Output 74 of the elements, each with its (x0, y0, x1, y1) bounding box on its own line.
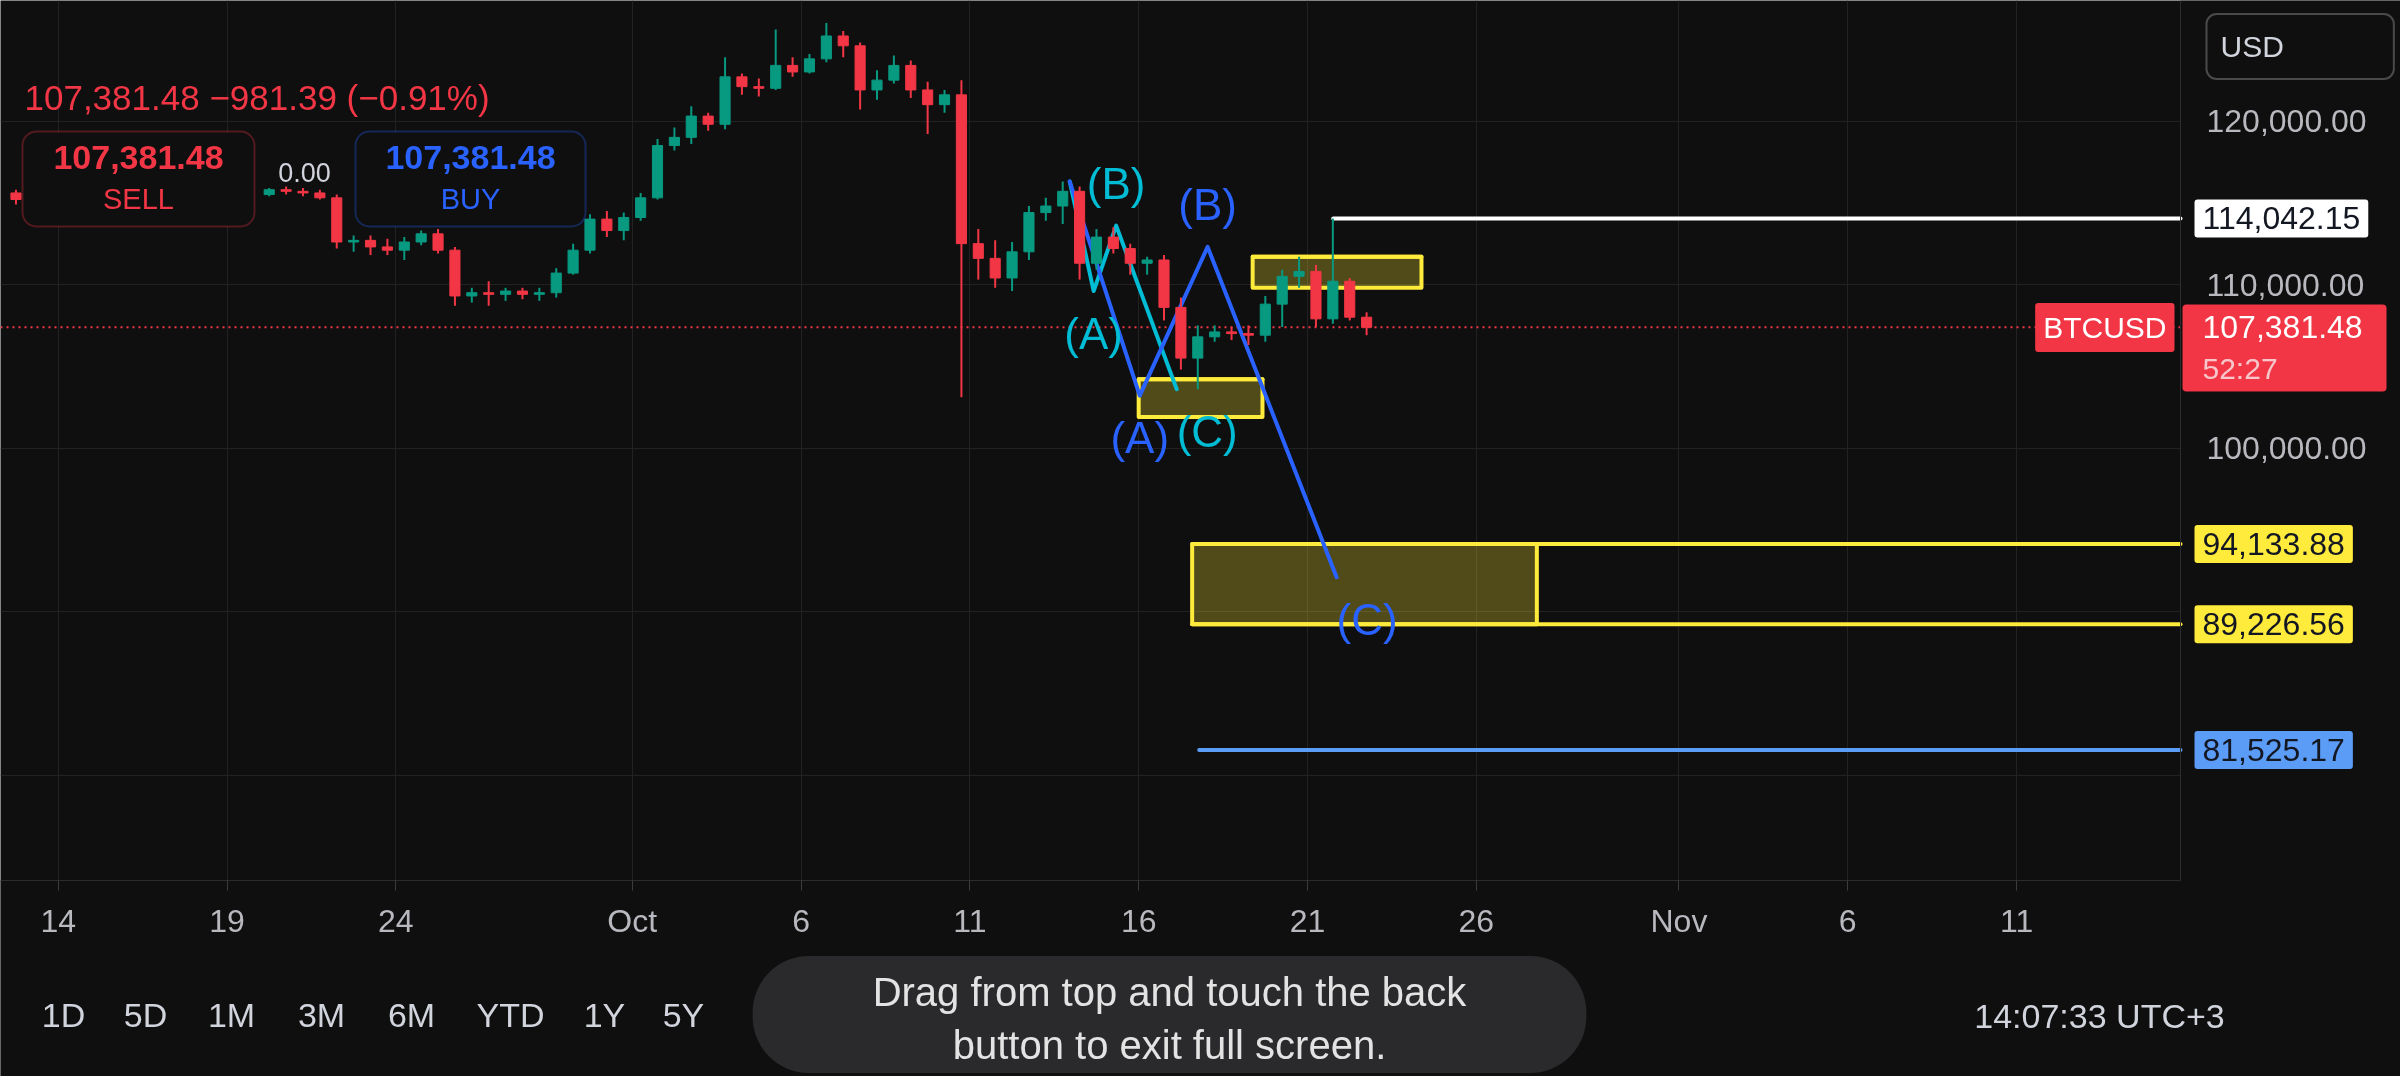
candlestick (972, 227, 984, 281)
text: 5Y (662, 995, 705, 1034)
candlestick (837, 30, 849, 59)
x-tick-label: 11 (953, 902, 987, 939)
annotation: 0.00 (278, 158, 331, 188)
candlestick (888, 54, 900, 85)
annotation: 107,381.48 (385, 138, 556, 176)
candlestick (550, 267, 562, 299)
annotation: BTCUSD (2043, 311, 2167, 344)
y-tick-label: 100,000.00 (2206, 430, 2367, 467)
x-tick-label: 19 (209, 902, 245, 939)
candlestick (685, 105, 697, 145)
x-tick-label: 16 (1120, 902, 1157, 939)
text: USD (2220, 30, 2284, 63)
candlestick (618, 211, 630, 242)
text: YTD (476, 995, 545, 1034)
annotation: SELL (103, 182, 174, 215)
candlestick (770, 28, 782, 91)
ref-line-label: 107,381.48 (2202, 309, 2363, 346)
data-label: (B) (1178, 180, 1237, 230)
candlestick (1124, 242, 1136, 276)
text: 5D (123, 995, 168, 1034)
x-tick-label: 21 (1289, 902, 1326, 939)
candlestick (1107, 226, 1119, 255)
data-label: (B) (1086, 159, 1146, 209)
candlestick (989, 239, 1001, 289)
text: Drag from top and touch the back button to exit full screen. (872, 970, 1468, 1067)
x-tick-label: 6 (1838, 902, 1857, 939)
candlestick (922, 80, 934, 136)
text: 1M (207, 995, 256, 1034)
candlestick (398, 236, 410, 261)
candlestick (736, 72, 748, 96)
x-tick-label: 24 (378, 902, 414, 939)
text: 52:27 (2202, 352, 2278, 385)
text: 14:07:33 UTC+3 (1974, 996, 2225, 1035)
candlestick (432, 227, 444, 255)
candlestick (1293, 255, 1305, 289)
candlestick (938, 88, 951, 114)
candlestick (364, 234, 377, 257)
candlestick (1040, 196, 1052, 222)
text: 107,381.48 −981.39 (−0.91%) (24, 78, 490, 117)
data-label: (C) (1176, 406, 1238, 456)
data-label: (A) (1110, 413, 1170, 463)
x-tick-label: 26 (1458, 902, 1495, 939)
x-tick-label: 6 (792, 902, 810, 939)
x-tick-label: Oct (607, 902, 658, 939)
candlestick (803, 52, 816, 75)
candlestick (567, 242, 579, 276)
candlestick (1192, 324, 1204, 391)
text: 1Y (583, 995, 626, 1034)
annotation: 107,381.48 (53, 138, 224, 176)
candlestick (601, 209, 613, 239)
y-tick-label: 120,000.00 (2206, 103, 2367, 140)
x-tick-label: Nov (1650, 902, 1708, 939)
x-tick-label: 11 (1999, 902, 2034, 939)
candlestick (483, 280, 495, 307)
candlestick (820, 21, 832, 64)
candlestick (635, 191, 647, 222)
text: 3M (297, 995, 346, 1034)
text: 6M (387, 995, 436, 1034)
candlestick (787, 56, 799, 78)
candlestick (1361, 311, 1373, 337)
data-label: 89,226.56 (2202, 606, 2345, 643)
annotation: BUY (440, 182, 501, 215)
candlestick (1057, 180, 1069, 226)
candlestick (668, 126, 680, 152)
y-tick-label: 110,000.00 (2206, 266, 2365, 303)
data-label: (A) (1064, 308, 1123, 358)
data-label: 94,133.88 (2202, 525, 2345, 562)
x-tick-label: 14 (40, 902, 76, 939)
text: 1D (41, 995, 86, 1034)
data-label: 114,042.15 (2202, 200, 2361, 237)
data-label: 81,525.17 (2202, 732, 2345, 769)
candlestick (871, 69, 883, 101)
